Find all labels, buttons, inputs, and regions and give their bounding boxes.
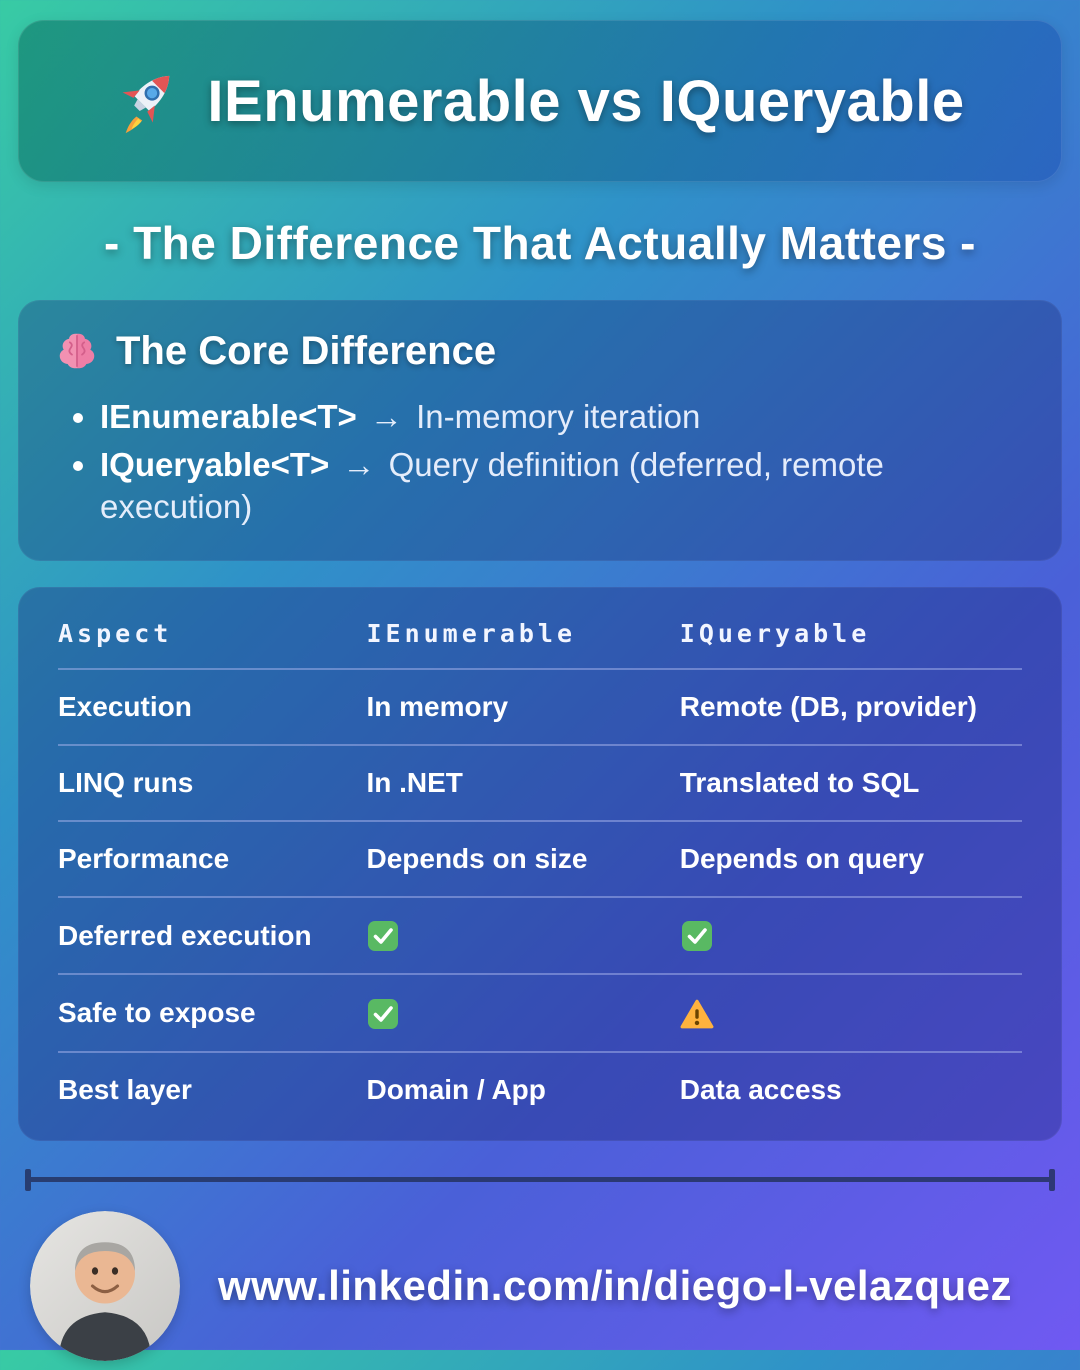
table-cell: Remote (DB, provider) (679, 690, 977, 722)
warning-icon (680, 996, 714, 1029)
divider-left-cap (25, 1168, 31, 1191)
table-cell: Deferred execution (58, 919, 312, 951)
table-cell: Translated to SQL (679, 766, 920, 798)
arrow-glyph: → (369, 398, 403, 435)
table-cell: LINQ runs (58, 766, 194, 798)
divider (25, 1168, 1055, 1191)
table-row: Deferred execution (58, 897, 1022, 975)
column-header-ienumerable: IEnumerable (366, 618, 577, 648)
table-cell: Safe to expose (58, 997, 256, 1029)
comparison-table: Aspect IEnumerable IQueryable Execution I… (58, 595, 1022, 1127)
column-header-aspect: Aspect (58, 618, 173, 648)
bullet-term: IQueryable<T> (100, 446, 330, 484)
brain-icon (54, 328, 100, 374)
page-title: IEnumerable vs IQueryable (207, 68, 965, 134)
arrow-glyph: → (342, 446, 376, 484)
table-cell (680, 897, 1022, 975)
bullet-desc: Query definition (deferred, remote execu… (100, 446, 884, 526)
table-row: Execution In memory Remote (DB, provider) (58, 669, 1022, 745)
table-cell (680, 974, 1022, 1052)
subtitle: - The Difference That Actually Matters - (103, 217, 976, 269)
column-header-iqueryable: IQueryable (679, 618, 871, 648)
check-icon (366, 996, 400, 1029)
table-row: LINQ runs In .NET Translated to SQL (58, 745, 1022, 821)
table-cell: Depends on size (366, 842, 588, 874)
list-item: IEnumerable<T> → In-memory iteration (100, 396, 1026, 438)
table-cell: Depends on query (679, 842, 925, 874)
table-cell: Execution (58, 690, 192, 722)
table-cell (366, 897, 679, 975)
linkedin-url: www.linkedin.com/in/diego-l-velazquez (217, 1261, 1013, 1309)
table-cell: In memory (366, 690, 509, 722)
table-row: Safe to expose (58, 974, 1022, 1052)
table-cell: Performance (58, 842, 230, 874)
check-icon (680, 919, 714, 952)
table-cell (366, 974, 679, 1052)
core-difference-title: The Core Difference (116, 328, 497, 373)
table-header-row: Aspect IEnumerable IQueryable (58, 595, 1022, 669)
list-item: IQueryable<T> → Query definition (deferr… (100, 444, 1026, 528)
infographic-root: IEnumerable vs IQueryable - The Differen… (0, 20, 1080, 1361)
table-cell: Data access (679, 1073, 842, 1105)
table-row: Performance Depends on size Depends on que… (58, 821, 1022, 897)
table-row: Best layer Domain / App Data access (58, 1052, 1022, 1127)
avatar-photo (30, 1210, 180, 1361)
divider-right-cap (1049, 1168, 1055, 1191)
core-difference-card: The Core Difference IEnumerable<T> → In-… (18, 300, 1062, 561)
rocket-icon (115, 66, 185, 136)
table-cell: Best layer (58, 1073, 192, 1105)
table-cell: In .NET (366, 766, 463, 798)
core-difference-heading: The Core Difference (54, 328, 1026, 374)
avatar (30, 1210, 180, 1361)
header-card: IEnumerable vs IQueryable (18, 20, 1062, 182)
bullet-term: IEnumerable<T> (100, 398, 357, 435)
divider-bar (31, 1177, 1049, 1183)
check-icon (366, 919, 400, 952)
table-cell: Domain / App (366, 1073, 546, 1105)
bullet-desc: In-memory iteration (416, 398, 701, 435)
core-difference-list: IEnumerable<T> → In-memory iteration IQu… (100, 396, 1026, 529)
comparison-table-card: Aspect IEnumerable IQueryable Execution I… (18, 586, 1062, 1141)
footer: www.linkedin.com/in/diego-l-velazquez (0, 1210, 1080, 1361)
table-body: Execution In memory Remote (DB, provider) L… (58, 669, 1022, 1127)
